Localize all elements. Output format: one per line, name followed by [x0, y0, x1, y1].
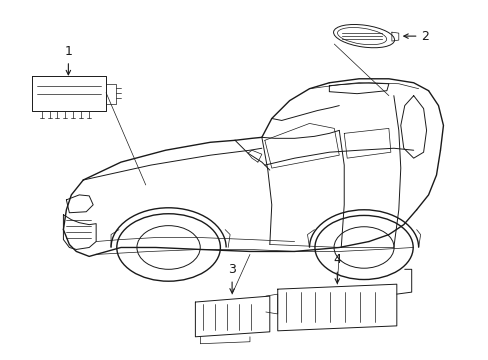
Text: 2: 2	[421, 30, 428, 42]
Text: 3: 3	[228, 263, 236, 276]
Text: 1: 1	[64, 45, 72, 58]
Text: 4: 4	[333, 253, 341, 266]
